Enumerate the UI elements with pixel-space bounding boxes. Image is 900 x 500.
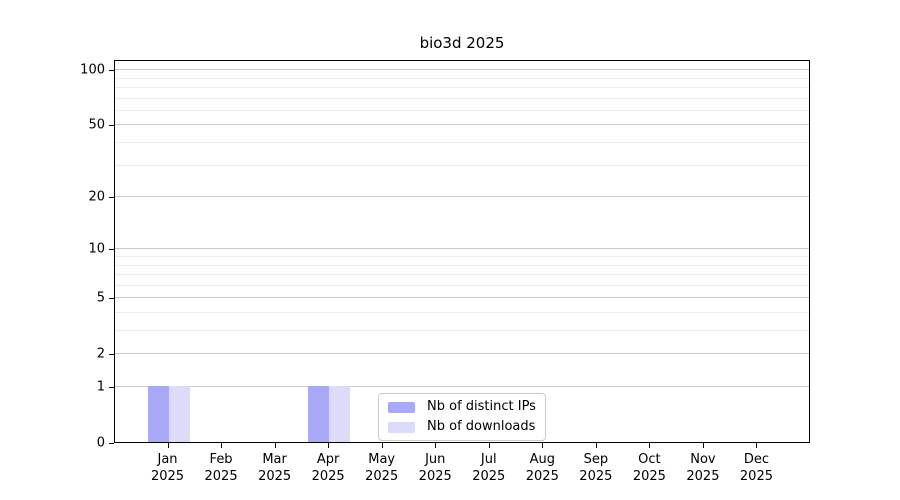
x-axis-label: Feb 2025 <box>205 451 238 485</box>
bar-nb-of-distinct-ips-jan <box>147 386 169 442</box>
x-axis-tick <box>221 443 222 448</box>
year-label: 2025 <box>258 469 292 484</box>
year-label: 2025 <box>204 469 238 484</box>
plot-area <box>114 60 810 443</box>
x-axis-tick <box>596 443 597 448</box>
y-axis-tick <box>109 443 114 444</box>
x-axis-tick <box>382 443 383 448</box>
y-axis-tick <box>109 387 114 388</box>
legend-swatch-nb-of-distinct-ips <box>388 401 415 413</box>
legend-item: Nb of distinct IPs <box>388 399 536 415</box>
y-axis-tick <box>109 197 114 198</box>
x-axis-tick <box>275 443 276 448</box>
legend: Nb of distinct IPs Nb of downloads <box>378 393 546 441</box>
year-label: 2025 <box>739 469 773 484</box>
x-axis-label: Oct 2025 <box>633 451 666 485</box>
month-label: Jun <box>425 452 446 467</box>
x-axis-tick <box>703 443 704 448</box>
y-axis-tick <box>109 298 114 299</box>
year-label: 2025 <box>311 469 345 484</box>
month-label: Feb <box>209 452 233 467</box>
month-label: Nov <box>690 452 716 467</box>
y-axis-tick <box>109 125 114 126</box>
bar-nb-of-downloads-jan <box>168 386 190 442</box>
minor-gridline <box>115 142 809 144</box>
y-axis-label: 2 <box>96 346 105 362</box>
y-axis-label: 1 <box>96 379 105 395</box>
minor-gridline <box>115 256 809 257</box>
major-gridline <box>115 386 809 387</box>
x-axis-label: Apr 2025 <box>312 451 345 485</box>
chart-title: bio3d 2025 <box>419 34 505 52</box>
major-gridline <box>115 297 809 299</box>
y-axis-label: 0 <box>96 435 105 451</box>
legend-swatch-nb-of-downloads <box>388 421 415 433</box>
x-axis-label: May 2025 <box>365 451 398 485</box>
x-axis-label: Nov 2025 <box>686 451 719 485</box>
month-label: Dec <box>743 452 770 467</box>
x-axis-label: Dec 2025 <box>740 451 773 485</box>
x-axis-tick <box>328 443 329 448</box>
x-axis-label: Jun 2025 <box>419 451 452 485</box>
year-label: 2025 <box>418 469 452 484</box>
legend-label: Nb of distinct IPs <box>427 399 536 414</box>
month-label: Jan <box>157 452 178 467</box>
minor-gridline <box>115 274 809 276</box>
x-axis-tick <box>435 443 436 448</box>
year-label: 2025 <box>579 469 613 484</box>
month-label: Apr <box>316 452 340 467</box>
legend-label: Nb of downloads <box>427 419 536 434</box>
major-gridline <box>115 248 809 250</box>
month-label: Jul <box>480 452 497 467</box>
major-gridline <box>115 353 809 355</box>
minor-gridline <box>115 311 809 313</box>
x-axis-tick <box>489 443 490 448</box>
bars-layer <box>115 61 809 442</box>
major-gridline <box>115 196 809 198</box>
year-label: 2025 <box>525 469 559 484</box>
x-axis-tick <box>168 443 169 448</box>
minor-gridline <box>115 97 809 99</box>
year-label: 2025 <box>686 469 720 484</box>
bar-nb-of-distinct-ips-apr <box>308 386 330 442</box>
x-axis-label: Mar 2025 <box>258 451 291 485</box>
y-axis-label: 20 <box>88 189 105 205</box>
grid-layer <box>115 61 809 442</box>
y-axis-label: 10 <box>88 241 105 257</box>
y-axis-label: 100 <box>80 62 105 78</box>
month-label: Mar <box>262 452 287 467</box>
minor-gridline <box>115 77 809 79</box>
year-label: 2025 <box>472 469 506 484</box>
x-axis-label: Aug 2025 <box>526 451 559 485</box>
minor-gridline <box>115 164 809 166</box>
x-axis-label: Sep 2025 <box>579 451 612 485</box>
y-axis-tick <box>109 249 114 250</box>
x-axis-tick <box>756 443 757 448</box>
legend-item: Nb of downloads <box>388 419 536 435</box>
x-axis-tick <box>542 443 543 448</box>
minor-gridline <box>115 284 809 286</box>
month-label: Oct <box>638 452 661 467</box>
minor-gridline <box>115 264 809 266</box>
major-gridline <box>115 124 809 126</box>
x-axis-label: Jan 2025 <box>151 451 184 485</box>
minor-gridline <box>115 330 809 332</box>
month-label: Sep <box>583 452 609 467</box>
minor-gridline <box>115 109 809 111</box>
x-axis-label: Jul 2025 <box>472 451 505 485</box>
y-axis-tick <box>109 354 114 355</box>
y-axis-label: 50 <box>88 117 105 133</box>
x-axis-tick <box>649 443 650 448</box>
month-label: May <box>368 452 396 467</box>
year-label: 2025 <box>150 469 185 484</box>
y-axis-label: 5 <box>96 290 105 306</box>
bar-nb-of-downloads-apr <box>329 386 351 442</box>
y-axis-tick <box>109 70 114 71</box>
minor-gridline <box>115 87 809 89</box>
year-label: 2025 <box>365 469 399 484</box>
year-label: 2025 <box>632 469 666 484</box>
month-label: Aug <box>529 452 555 467</box>
major-gridline <box>115 69 809 71</box>
